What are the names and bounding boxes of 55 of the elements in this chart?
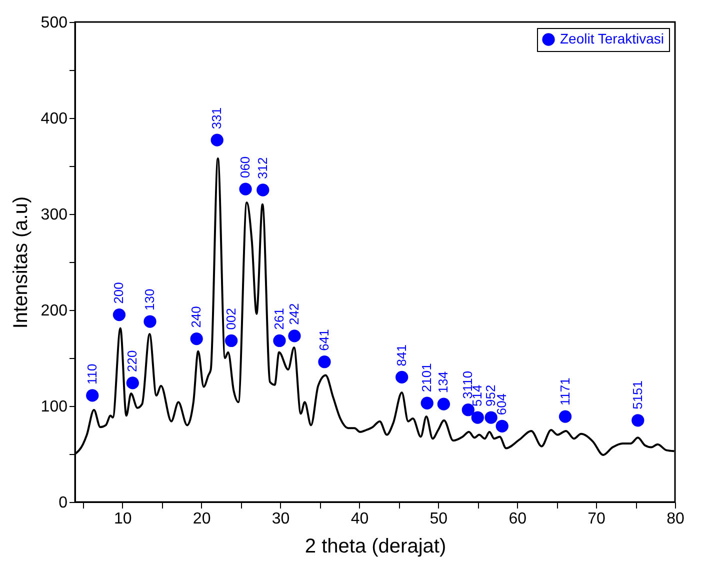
- annotation: 1171: [557, 378, 572, 406]
- point: [256, 184, 270, 196]
- annotation: 134: [436, 371, 451, 394]
- x-axis-title: 2 theta (derajat): [304, 536, 446, 558]
- point: [496, 420, 508, 432]
- point: [112, 308, 126, 322]
- annotation: 312: [254, 157, 270, 179]
- annotation: 220: [124, 350, 140, 372]
- point: [288, 330, 301, 342]
- point: [273, 334, 286, 348]
- y-tick-label: 200: [40, 302, 68, 320]
- x-tick-label: 10: [114, 510, 132, 528]
- y-axis-title: Intensitas (a.u): [10, 196, 32, 329]
- annotation: 130: [142, 288, 157, 311]
- point: [210, 134, 224, 146]
- point: [144, 315, 156, 328]
- y-tick-label: 500: [40, 14, 68, 32]
- y-tick-label: 0: [58, 494, 68, 512]
- point: [437, 398, 450, 410]
- x-tick-label: 50: [430, 510, 448, 528]
- point: [126, 376, 139, 390]
- annotation: 841: [394, 344, 409, 366]
- annotation: 200: [111, 282, 126, 304]
- annotation: 261: [271, 308, 286, 330]
- annotation: 060: [238, 156, 253, 178]
- y-tick-label: 100: [40, 398, 68, 416]
- annotation: 110: [84, 364, 100, 384]
- y-tick-label: 300: [40, 206, 68, 224]
- point: [396, 370, 408, 384]
- x-tick-label: 70: [588, 510, 606, 528]
- point: [471, 411, 484, 424]
- point: [190, 332, 203, 346]
- annotation: 2101: [419, 363, 434, 392]
- x-tick-label: 30: [272, 510, 290, 528]
- annotation: 5151: [630, 380, 645, 410]
- legend-label: Zeolit Teraktivasi: [560, 30, 664, 46]
- y-tick-label: 400: [40, 110, 68, 128]
- point: [484, 411, 498, 424]
- annotation: 242: [286, 303, 302, 325]
- point: [632, 414, 644, 427]
- point: [86, 389, 99, 402]
- point: [462, 404, 474, 416]
- x-tick-label: 20: [192, 510, 211, 528]
- point: [420, 396, 434, 410]
- annotation: 331: [209, 107, 224, 130]
- point: [224, 334, 238, 348]
- point: [239, 182, 252, 196]
- x-tick-label: 40: [350, 510, 369, 528]
- annotation: 002: [223, 308, 238, 330]
- point: [318, 356, 331, 368]
- point: [558, 410, 572, 423]
- annotation: 641: [316, 329, 332, 351]
- annotation: 240: [188, 306, 204, 328]
- x-tick-label: 80: [666, 510, 684, 528]
- x-tick-label: 60: [508, 510, 527, 528]
